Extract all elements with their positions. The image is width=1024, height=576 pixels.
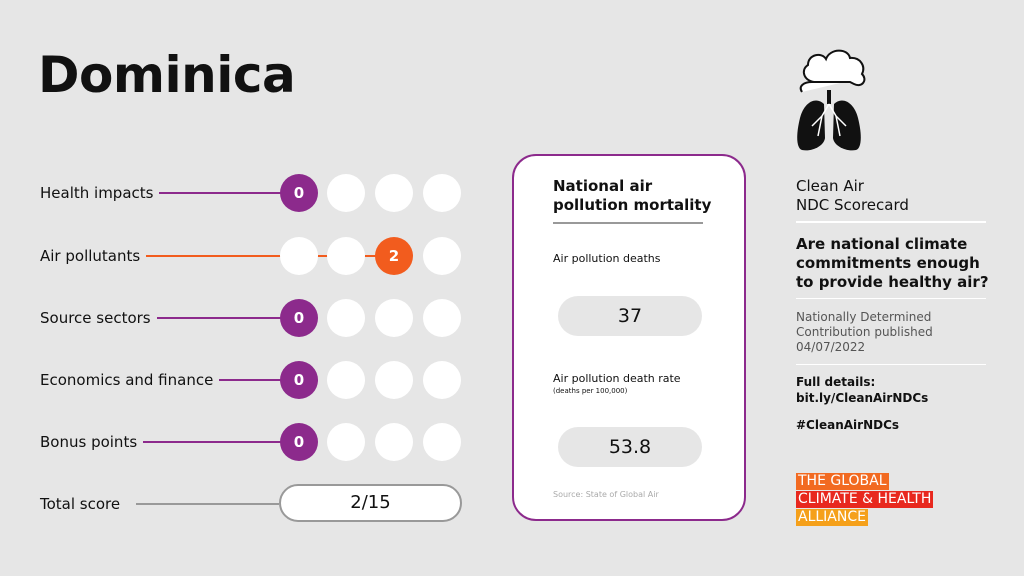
- score-row: Health impacts 0: [0, 173, 480, 213]
- connector-line: [159, 192, 285, 194]
- score-circle-empty: [327, 361, 365, 399]
- alliance-logo: THE GLOBAL CLIMATE & HEALTH ALLIANCE: [796, 472, 934, 526]
- question-line: commitments enough: [796, 254, 980, 272]
- score-circle-empty: [375, 174, 413, 212]
- logo-line: CLIMATE & HEALTH: [796, 491, 934, 508]
- connector-line: [219, 379, 285, 381]
- cloud-lungs-icon: [797, 49, 866, 151]
- score-circle-empty: [423, 174, 461, 212]
- total-score-label: Total score: [40, 495, 121, 513]
- score-row: Bonus points 0: [0, 422, 480, 462]
- scorecard-title-line: Clean Air: [796, 177, 864, 195]
- score-circle-empty: [280, 237, 318, 275]
- score-circle-empty: [375, 361, 413, 399]
- score-row: Economics and finance 0: [0, 360, 480, 400]
- ndc-line: Nationally Determined: [796, 310, 932, 324]
- ndc-date: 04/07/2022: [796, 340, 866, 354]
- deaths-label: Air pollution deaths: [553, 252, 661, 265]
- scorecard-question: Are national climate commitments enough …: [796, 235, 989, 292]
- row-label: Air pollutants: [40, 247, 141, 265]
- connector-line: [157, 317, 285, 319]
- score-circle-empty: [375, 423, 413, 461]
- country-title: Dominica: [38, 46, 296, 104]
- mortality-card: National air pollution mortality Air pol…: [512, 154, 746, 521]
- divider: [553, 222, 703, 224]
- card-title-line: National air: [553, 177, 653, 195]
- divider: [796, 364, 986, 365]
- score-circle-filled: 0: [280, 174, 318, 212]
- full-details: Full details: bit.ly/CleanAirNDCs: [796, 374, 928, 406]
- score-circle-empty: [327, 174, 365, 212]
- details-link[interactable]: bit.ly/CleanAirNDCs: [796, 391, 929, 405]
- score-circle-empty: [423, 423, 461, 461]
- scorecard-title: Clean Air NDC Scorecard: [796, 177, 909, 215]
- row-label: Economics and finance: [40, 371, 214, 389]
- row-label: Health impacts: [40, 184, 154, 202]
- divider: [796, 298, 986, 299]
- score-circle-empty: [423, 237, 461, 275]
- score-circle-filled: 2: [375, 237, 413, 275]
- question-line: Are national climate: [796, 235, 968, 253]
- row-label: Bonus points: [40, 433, 138, 451]
- total-score-value: 2/15: [279, 484, 462, 522]
- score-circle-empty: [327, 423, 365, 461]
- score-circle-empty: [423, 361, 461, 399]
- connector-line: [136, 503, 279, 505]
- card-title-line: pollution mortality: [553, 196, 712, 214]
- score-circle-empty: [375, 299, 413, 337]
- score-circle-empty: [423, 299, 461, 337]
- logo-line: THE GLOBAL: [796, 473, 889, 490]
- details-label: Full details:: [796, 375, 876, 389]
- row-label: Source sectors: [40, 309, 151, 327]
- rate-value: 53.8: [558, 427, 702, 467]
- score-row: Air pollutants 2: [0, 236, 480, 276]
- source-note: Source: State of Global Air: [553, 490, 659, 499]
- score-circle-filled: 0: [280, 361, 318, 399]
- ndc-publication: Nationally Determined Contribution publi…: [796, 310, 933, 355]
- connector-line: [146, 255, 380, 257]
- score-circle-filled: 0: [280, 423, 318, 461]
- total-score-row: Total score: [0, 484, 480, 524]
- card-title: National air pollution mortality: [553, 177, 711, 215]
- hashtag: #CleanAirNDCs: [796, 418, 900, 432]
- divider: [796, 221, 986, 223]
- ndc-line: Contribution published: [796, 325, 933, 339]
- deaths-value: 37: [558, 296, 702, 336]
- score-row: Source sectors 0: [0, 298, 480, 338]
- logo-line: ALLIANCE: [796, 509, 868, 526]
- rate-sublabel: (deaths per 100,000): [553, 387, 628, 395]
- question-line: to provide healthy air?: [796, 273, 989, 291]
- score-circle-empty: [327, 299, 365, 337]
- scorecard-title-line: NDC Scorecard: [796, 196, 909, 214]
- rate-label: Air pollution death rate: [553, 372, 681, 385]
- connector-line: [143, 441, 285, 443]
- score-circle-empty: [327, 237, 365, 275]
- score-circle-filled: 0: [280, 299, 318, 337]
